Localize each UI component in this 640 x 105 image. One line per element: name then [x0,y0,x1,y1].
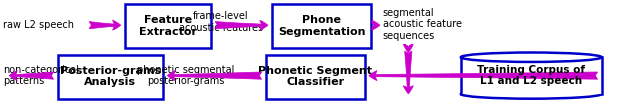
FancyBboxPatch shape [266,55,365,99]
Text: Posterior-grams
Analysis: Posterior-grams Analysis [60,66,161,87]
Text: Phone
Segmentation: Phone Segmentation [278,15,365,37]
FancyBboxPatch shape [272,4,371,48]
Text: raw L2 speech: raw L2 speech [3,20,74,30]
Text: Feature
Extractor: Feature Extractor [139,15,197,37]
FancyBboxPatch shape [58,55,163,99]
FancyBboxPatch shape [125,4,211,48]
Text: segmental
acoustic feature
sequences: segmental acoustic feature sequences [383,8,461,41]
Text: phonetic segmental
posterior-grams: phonetic segmental posterior-grams [137,65,234,86]
Text: frame-level
acoustic features: frame-level acoustic features [179,11,263,33]
Text: Training Corpus of
L1 and L2 speech: Training Corpus of L1 and L2 speech [477,65,585,86]
Bar [461,57,602,94]
Text: non-categorical
patterns: non-categorical patterns [3,65,79,86]
Text: Phonetic Segment
Classifier: Phonetic Segment Classifier [258,66,372,87]
Ellipse shape [461,89,602,99]
Ellipse shape [461,52,602,62]
